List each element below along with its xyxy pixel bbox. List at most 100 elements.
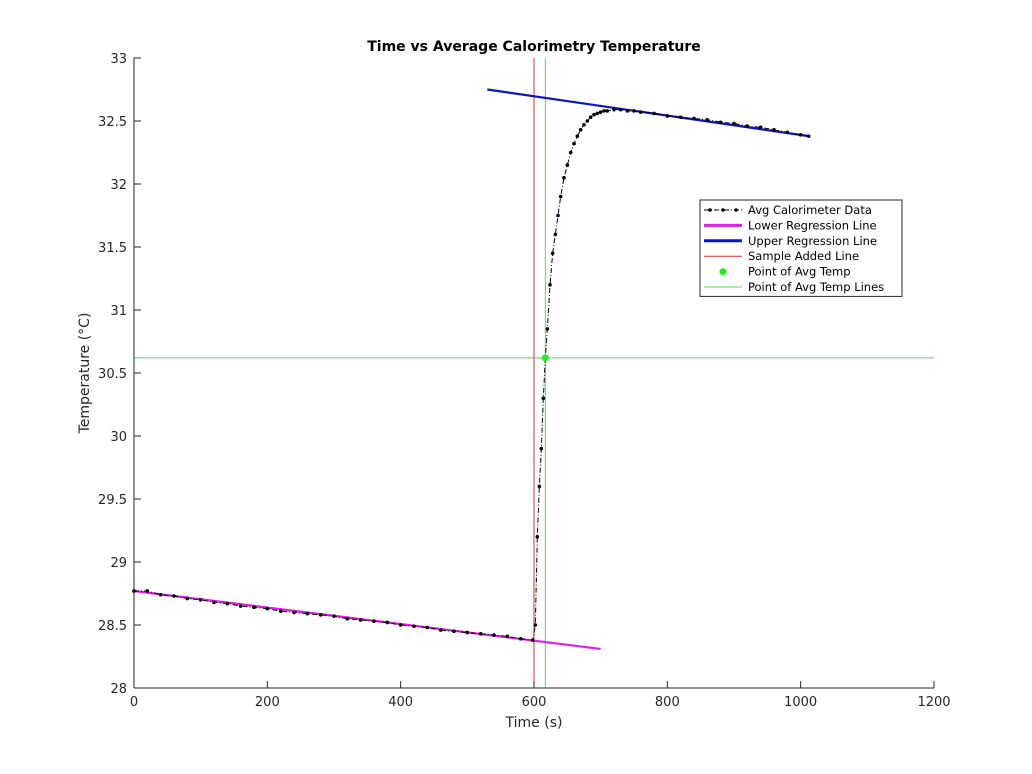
avg-calorimeter-data-point [758, 125, 763, 130]
avg-calorimeter-data-point [612, 107, 616, 112]
avg-calorimeter-data-point [425, 625, 430, 630]
avg-calorimeter-data-point [345, 616, 350, 621]
avg-calorimeter-data-point [535, 535, 540, 539]
avg-calorimeter-data-point [412, 624, 416, 629]
legend-swatch-point-of-avg-temp [719, 268, 727, 276]
avg-calorimeter-data-point [705, 117, 710, 122]
x-axis-label: Time (s) [505, 715, 563, 731]
y-tick-label: 28 [110, 682, 127, 697]
avg-calorimeter-data-point [505, 634, 510, 639]
y-tick-label: 29 [110, 556, 127, 571]
avg-calorimeter-data-point [806, 134, 811, 138]
legend-label-avg-calorimeter-data: Avg Calorimeter Data [748, 203, 872, 217]
avg-calorimeter-data-point [558, 194, 563, 199]
avg-calorimeter-data-point [385, 620, 390, 625]
avg-calorimeter-data-point [265, 606, 270, 611]
legend-swatch-point [734, 208, 738, 212]
avg-calorimeter-data-point [478, 632, 483, 636]
avg-calorimeter-data-point [252, 605, 256, 610]
x-tick-label: 0 [130, 695, 138, 710]
avg-calorimeter-data-point [358, 618, 363, 622]
point-of-avg-temp-marker [541, 354, 549, 362]
avg-calorimeter-data-point [548, 283, 552, 287]
avg-calorimeter-data-point [553, 232, 558, 237]
avg-calorimeter-data-point [605, 109, 610, 113]
avg-calorimeter-data-point [578, 128, 583, 132]
axes: 0 200 400 600 800 1000 1200 28 28.5 29 29.5 30 30.5 3… [98, 52, 951, 710]
avg-calorimeter-data-point [568, 150, 573, 155]
avg-calorimeter-data-point [292, 610, 296, 615]
avg-calorimeter-data-point [625, 109, 630, 113]
avg-calorimeter-data-point [550, 251, 555, 256]
avg-calorimeter-data-point [318, 613, 323, 617]
avg-calorimeter-data-point [198, 598, 203, 602]
avg-calorimeter-data-point [185, 596, 190, 601]
avg-calorimeter-data-point [598, 110, 603, 114]
avg-calorimeter-data-point [533, 623, 538, 627]
avg-calorimeter-data-point [618, 107, 623, 112]
avg-calorimeter-data-point [539, 446, 544, 451]
legend-label-point-of-avg-temp: Point of Avg Temp [748, 265, 851, 279]
avg-calorimeter-data-point [732, 121, 736, 126]
avg-calorimeter-data-point [438, 628, 443, 632]
avg-calorimeter-data-point [452, 629, 456, 634]
x-tick-label: 400 [388, 695, 413, 710]
legend-swatch-point [708, 208, 712, 212]
avg-calorimeter-data-point [588, 115, 593, 120]
y-tick-label: 33 [110, 52, 127, 67]
avg-calorimeter-data-point [798, 133, 803, 137]
x-tick-label: 200 [255, 695, 280, 710]
y-tick-label: 28.5 [98, 619, 127, 634]
avg-calorimeter-data-point [398, 623, 403, 627]
avg-calorimeter-data-point [465, 630, 470, 635]
avg-calorimeter-data-point [278, 609, 283, 613]
avg-calorimeter-data-point [638, 110, 643, 114]
y-tick-label: 29.5 [98, 493, 127, 508]
avg-calorimeter-data-point [158, 592, 163, 597]
avg-calorimeter-data-point [718, 120, 723, 125]
avg-calorimeter-data-point [692, 116, 696, 121]
avg-calorimeter-data-point [537, 484, 542, 489]
avg-calorimeter-data-point [492, 633, 496, 637]
avg-calorimeter-data-point [575, 134, 580, 138]
avg-calorimeter-data-point [305, 611, 310, 616]
x-tick-label: 800 [655, 695, 680, 710]
avg-calorimeter-data-point [632, 109, 636, 113]
avg-calorimeter-data-point [530, 638, 535, 642]
avg-calorimeter-data-point [652, 111, 656, 116]
avg-calorimeter-data-point [592, 112, 596, 117]
legend-label-sample-added-line: Sample Added Line [748, 249, 859, 263]
y-tick-label: 32 [110, 178, 127, 193]
y-tick-label: 31.5 [98, 241, 127, 256]
avg-calorimeter-data-point [565, 163, 570, 167]
chart-title: Time vs Average Calorimetry Temperature [367, 39, 701, 55]
avg-calorimeter-data-point [541, 396, 546, 401]
avg-calorimeter-data-point [585, 119, 590, 123]
legend-label-upper-regression-line: Upper Regression Line [748, 234, 877, 248]
legend-label-lower-regression-line: Lower Regression Line [748, 218, 877, 232]
avg-calorimeter-data-point [372, 619, 376, 624]
avg-calorimeter-data-point [678, 115, 683, 120]
legend-box [699, 199, 903, 297]
plot-area [132, 58, 934, 688]
avg-calorimeter-data-point [145, 589, 150, 593]
avg-calorimeter-data-point [562, 175, 566, 180]
avg-calorimeter-data-point [238, 604, 243, 608]
avg-calorimeter-data-point [785, 130, 790, 135]
legend-swatch-point [721, 208, 725, 212]
avg-calorimeter-data-point [595, 111, 600, 116]
avg-calorimeter-data-point [225, 601, 230, 606]
avg-calorimeter-data-point [518, 637, 523, 641]
avg-calorimeter-data-point [332, 614, 336, 618]
avg-calorimeter-data-point [745, 124, 750, 128]
x-tick-label: 1200 [917, 695, 950, 710]
avg-calorimeter-data-point [545, 327, 550, 331]
avg-calorimeter-data-point [602, 109, 606, 113]
x-tick-label: 600 [522, 695, 547, 710]
avg-calorimeter-data-point [665, 114, 670, 118]
y-tick-label: 30.5 [98, 367, 127, 382]
avg-calorimeter-data-point [556, 213, 560, 218]
